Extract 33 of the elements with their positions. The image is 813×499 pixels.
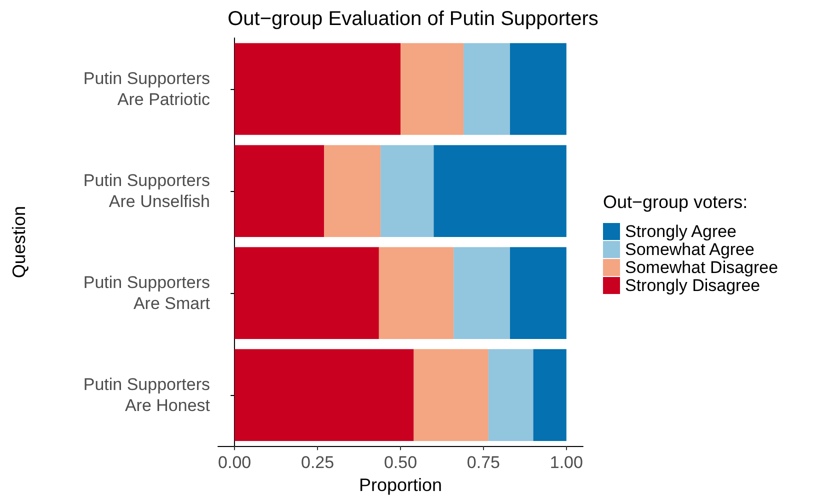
bar <box>510 43 566 135</box>
bar <box>234 43 400 135</box>
bar <box>533 349 566 441</box>
x-tick-label: 0.75 <box>466 453 500 472</box>
bar <box>488 349 534 441</box>
x-tick-label: 1.00 <box>550 453 583 472</box>
bar <box>464 43 510 135</box>
legend-label: Strongly Disagree <box>625 276 760 295</box>
legend-label: Somewhat Disagree <box>625 258 778 277</box>
y-tick-label: Putin Supporters Are Honest <box>83 375 210 416</box>
bar <box>454 247 510 339</box>
bar <box>234 349 414 441</box>
x-tick-label: 0.25 <box>301 453 334 472</box>
x-tick-label: 0.50 <box>384 453 418 472</box>
bar <box>378 247 454 339</box>
bar <box>234 247 379 339</box>
bar <box>234 145 324 237</box>
x-axis-title: Proportion <box>358 475 442 495</box>
x-tick-label: 0.00 <box>218 453 252 472</box>
y-tick-label: Putin Supporters Are Patriotic <box>83 69 210 110</box>
y-tick-label: Putin Supporters Are Unselfish <box>83 171 210 212</box>
y-axis-title: Question <box>9 206 29 278</box>
y-tick-label: Putin Supporters Are Smart <box>83 273 210 314</box>
bar <box>414 349 488 441</box>
legend-label: Somewhat Agree <box>625 240 754 259</box>
bar <box>510 247 566 339</box>
bar <box>400 43 464 135</box>
bar <box>434 145 566 237</box>
chart-title: Out−group Evaluation of Putin Supporters <box>228 8 598 30</box>
legend-title: Out−group voters: <box>603 192 748 212</box>
bar <box>380 145 434 237</box>
bar <box>324 145 381 237</box>
legend-label: Strongly Agree <box>625 222 737 241</box>
